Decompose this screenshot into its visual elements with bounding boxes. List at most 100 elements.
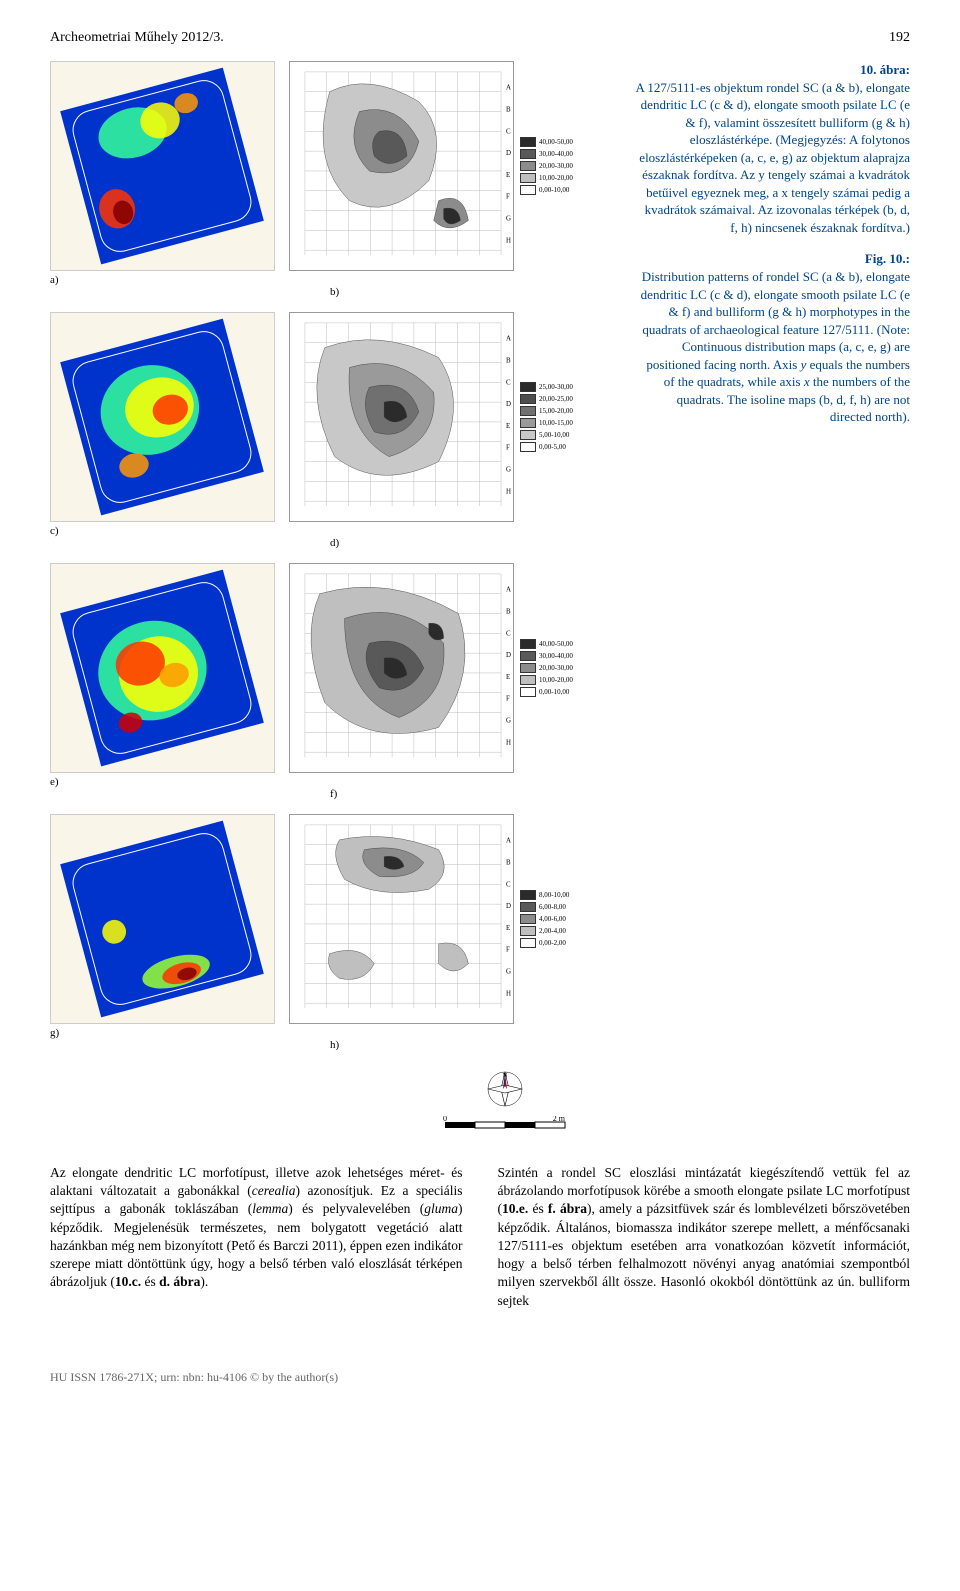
- legend-item: 0,00-10,00: [520, 687, 600, 697]
- svg-text:0: 0: [443, 1116, 447, 1123]
- panel-label-c: c): [50, 525, 275, 537]
- svg-text:E: E: [506, 674, 510, 681]
- legend-item: 10,00-20,00: [520, 675, 600, 685]
- svg-text:H: H: [506, 990, 511, 997]
- legend-label: 40,00-50,00: [539, 640, 573, 648]
- legend-label: 5,00-10,00: [539, 431, 569, 439]
- legend-label: 15,00-20,00: [539, 407, 573, 415]
- panel-label-g: g): [50, 1027, 275, 1039]
- legend-label: 20,00-25,00: [539, 395, 573, 403]
- legend-label: 30,00-40,00: [539, 150, 573, 158]
- legend-item: 25,00-30,00: [520, 382, 600, 392]
- legend-label: 2,00-4,00: [539, 927, 566, 935]
- legend-swatch: [520, 430, 536, 440]
- legend-swatch: [520, 890, 536, 900]
- legend-swatch: [520, 663, 536, 673]
- panel-label-e: e): [50, 776, 275, 788]
- legend-item: 20,00-30,00: [520, 663, 600, 673]
- legend-item: 20,00-25,00: [520, 394, 600, 404]
- legend-item: 40,00-50,00: [520, 137, 600, 147]
- heatmap-e: [50, 563, 275, 773]
- legend-swatch: [520, 382, 536, 392]
- svg-text:E: E: [506, 172, 510, 179]
- caption-en-title: Fig. 10.:: [865, 251, 910, 266]
- svg-text:B: B: [506, 860, 511, 867]
- figure-grid: a) A B C D E F G H 40,00-50,00 30,00-40,00 20,00-…: [50, 61, 610, 1134]
- legend-swatch: [520, 902, 536, 912]
- svg-text:B: B: [506, 358, 511, 365]
- legend-label: 20,00-30,00: [539, 162, 573, 170]
- figure-caption: 10. ábra: A 127/5111-es objektum rondel …: [635, 61, 910, 1134]
- svg-text:2 m: 2 m: [553, 1116, 566, 1123]
- legend-label: 10,00-20,00: [539, 676, 573, 684]
- svg-text:G: G: [506, 466, 511, 473]
- legend-swatch: [520, 926, 536, 936]
- panel-label-d: d): [330, 537, 610, 549]
- legend-swatch: [520, 161, 536, 171]
- svg-text:H: H: [506, 237, 511, 244]
- svg-text:B: B: [506, 609, 511, 616]
- svg-text:A: A: [506, 838, 511, 845]
- legend-swatch: [520, 185, 536, 195]
- legend-label: 4,00-6,00: [539, 915, 566, 923]
- legend-item: 30,00-40,00: [520, 651, 600, 661]
- legend-item: 5,00-10,00: [520, 430, 600, 440]
- contour-d: ABCDEFGH: [289, 312, 514, 522]
- heatmap-g: [50, 814, 275, 1024]
- svg-text:D: D: [506, 150, 511, 157]
- svg-text:B: B: [506, 107, 511, 114]
- legend-label: 25,00-30,00: [539, 383, 573, 391]
- panel-label-a: a): [50, 274, 275, 286]
- svg-text:A: A: [506, 85, 511, 92]
- svg-text:H: H: [506, 739, 511, 746]
- legend-f: 40,00-50,00 30,00-40,00 20,00-30,00 10,00-2…: [520, 563, 600, 773]
- contour-h: ABCDEFGH: [289, 814, 514, 1024]
- legend-item: 0,00-10,00: [520, 185, 600, 195]
- journal-title: Archeometriai Műhely 2012/3.: [50, 30, 224, 46]
- svg-text:F: F: [506, 696, 510, 703]
- legend-swatch: [520, 651, 536, 661]
- legend-label: 30,00-40,00: [539, 652, 573, 660]
- legend-item: 10,00-15,00: [520, 418, 600, 428]
- legend-label: 8,00-10,00: [539, 891, 569, 899]
- compass-icon: N: [486, 1070, 524, 1108]
- svg-text:N: N: [503, 1073, 508, 1079]
- legend-d: 25,00-30,00 20,00-25,00 15,00-20,00 10,00-1…: [520, 312, 600, 522]
- legend-swatch: [520, 149, 536, 159]
- legend-label: 40,00-50,00: [539, 138, 573, 146]
- svg-text:H: H: [506, 488, 511, 495]
- legend-item: 15,00-20,00: [520, 406, 600, 416]
- compass-scale-row: N 0 2 m: [50, 1065, 610, 1134]
- legend-swatch: [520, 406, 536, 416]
- legend-label: 20,00-30,00: [539, 664, 573, 672]
- legend-item: 0,00-5,00: [520, 442, 600, 452]
- caption-en-body: Distribution patterns of rondel SC (a & …: [641, 269, 910, 424]
- legend-item: 6,00-8,00: [520, 902, 600, 912]
- legend-item: 2,00-4,00: [520, 926, 600, 936]
- svg-text:F: F: [506, 445, 510, 452]
- svg-text:D: D: [506, 903, 511, 910]
- legend-item: 10,00-20,00: [520, 173, 600, 183]
- legend-swatch: [520, 394, 536, 404]
- legend-swatch: [520, 938, 536, 948]
- scale-bar: 0 2 m: [440, 1116, 570, 1134]
- svg-text:E: E: [506, 925, 510, 932]
- svg-text:A: A: [506, 587, 511, 594]
- svg-text:F: F: [506, 947, 510, 954]
- svg-text:G: G: [506, 717, 511, 724]
- contour-b: ABCDEFGH: [289, 61, 514, 271]
- legend-item: 30,00-40,00: [520, 149, 600, 159]
- contour-f: ABCDEFGH: [289, 563, 514, 773]
- legend-swatch: [520, 173, 536, 183]
- svg-text:A: A: [506, 336, 511, 343]
- body-left-col: Az elongate dendritic LC morfotípust, il…: [50, 1164, 463, 1310]
- svg-text:D: D: [506, 401, 511, 408]
- svg-text:G: G: [506, 968, 511, 975]
- legend-label: 0,00-10,00: [539, 688, 569, 696]
- heatmap-c: [50, 312, 275, 522]
- svg-text:C: C: [506, 630, 511, 637]
- svg-text:G: G: [506, 215, 511, 222]
- legend-swatch: [520, 914, 536, 924]
- svg-text:C: C: [506, 128, 511, 135]
- legend-swatch: [520, 687, 536, 697]
